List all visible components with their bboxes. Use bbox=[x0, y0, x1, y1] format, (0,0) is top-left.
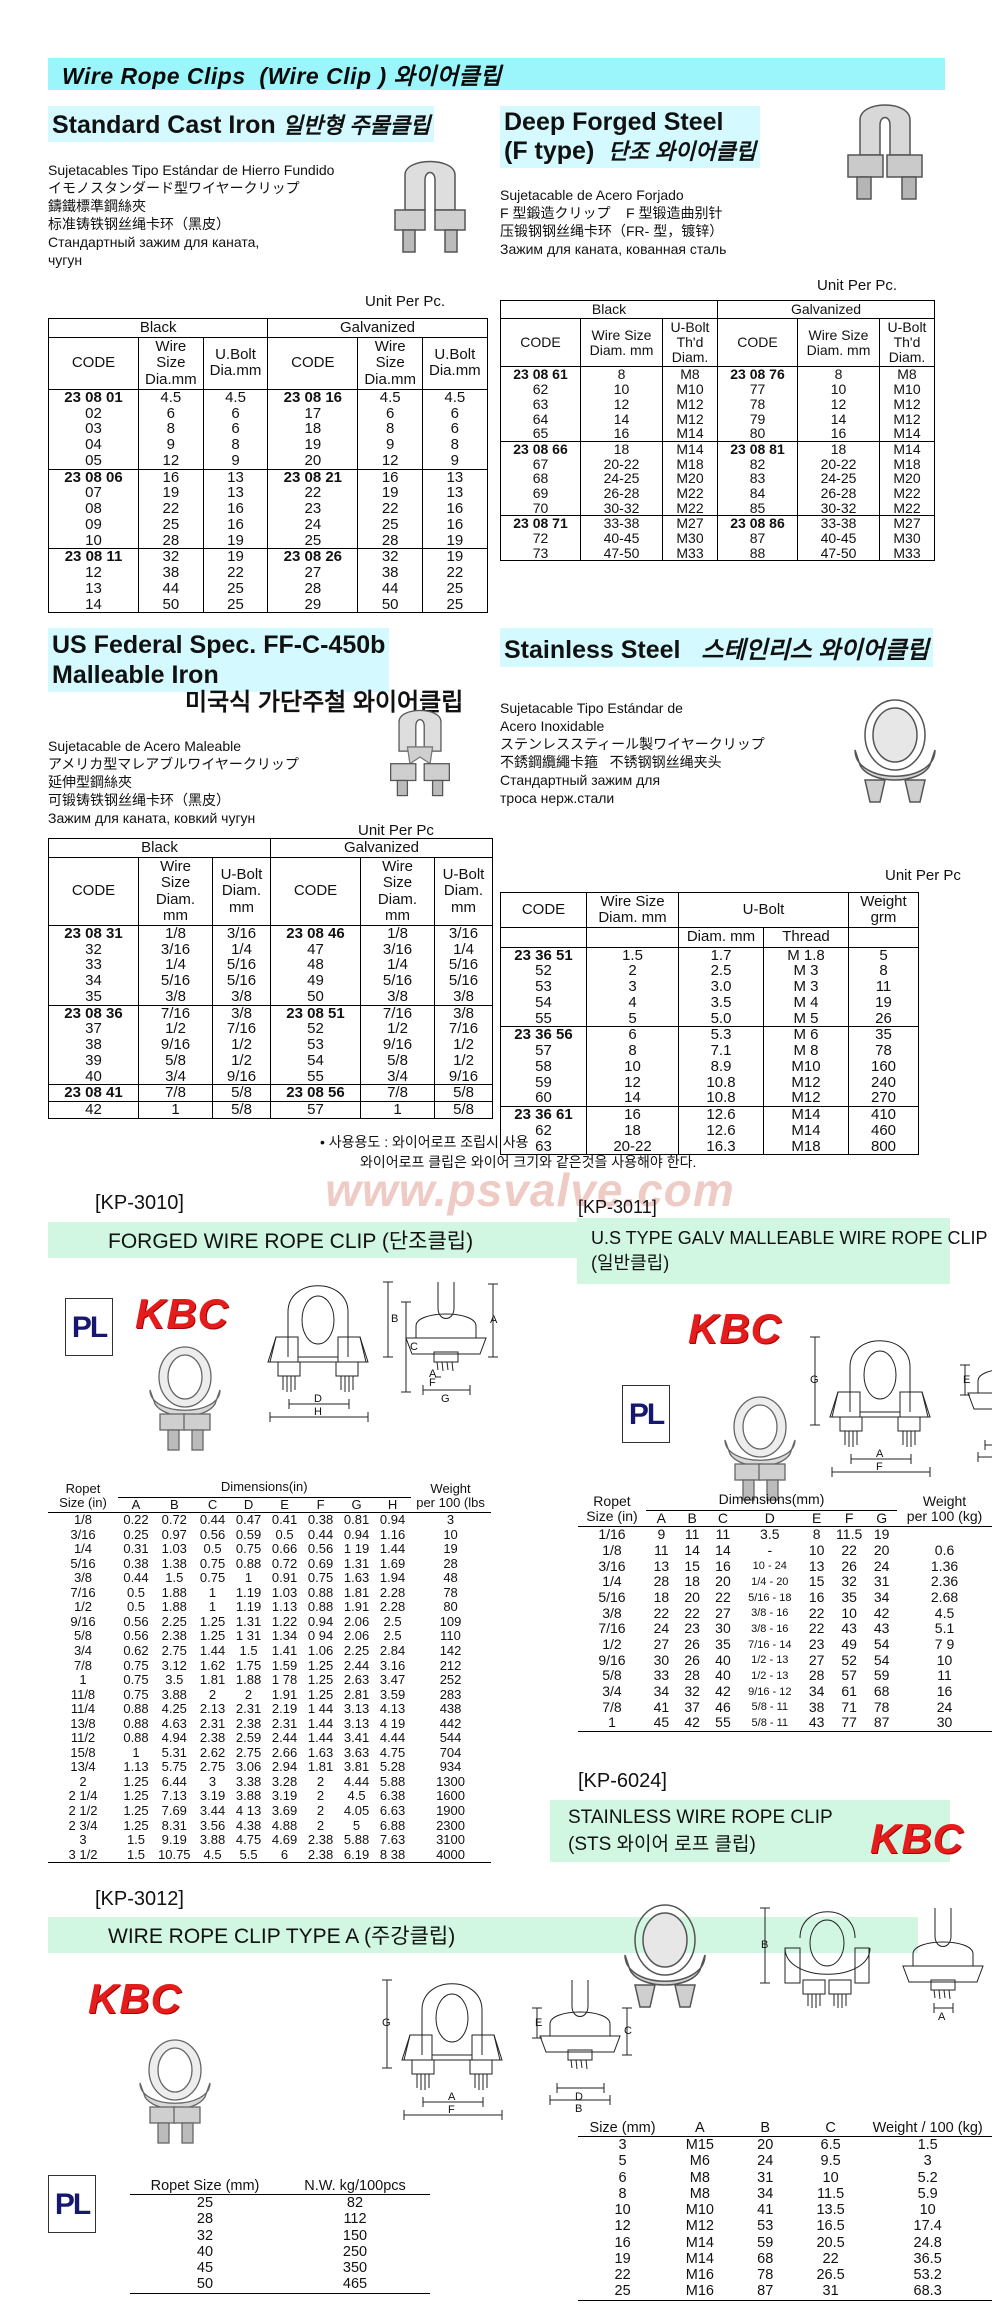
svg-text:G: G bbox=[810, 1374, 819, 1386]
svg-text:F: F bbox=[448, 2104, 455, 2116]
svg-text:D: D bbox=[314, 1393, 322, 1405]
svg-text:F: F bbox=[429, 1377, 436, 1389]
svg-text:B: B bbox=[761, 1939, 768, 1951]
svg-text:G: G bbox=[382, 2017, 391, 2029]
svg-text:F: F bbox=[876, 1461, 883, 1473]
svg-text:G: G bbox=[441, 1393, 450, 1405]
svg-text:A: A bbox=[490, 1314, 498, 1326]
svg-text:B: B bbox=[391, 1313, 398, 1325]
svg-text:D: D bbox=[575, 2091, 583, 2103]
svg-text:B: B bbox=[575, 2103, 582, 2115]
svg-text:E: E bbox=[963, 1374, 970, 1386]
svg-text:A: A bbox=[938, 2011, 946, 2023]
svg-text:H: H bbox=[314, 1406, 322, 1418]
svg-text:A: A bbox=[876, 1448, 884, 1460]
svg-text:A: A bbox=[448, 2091, 456, 2103]
svg-text:E: E bbox=[535, 2017, 542, 2029]
